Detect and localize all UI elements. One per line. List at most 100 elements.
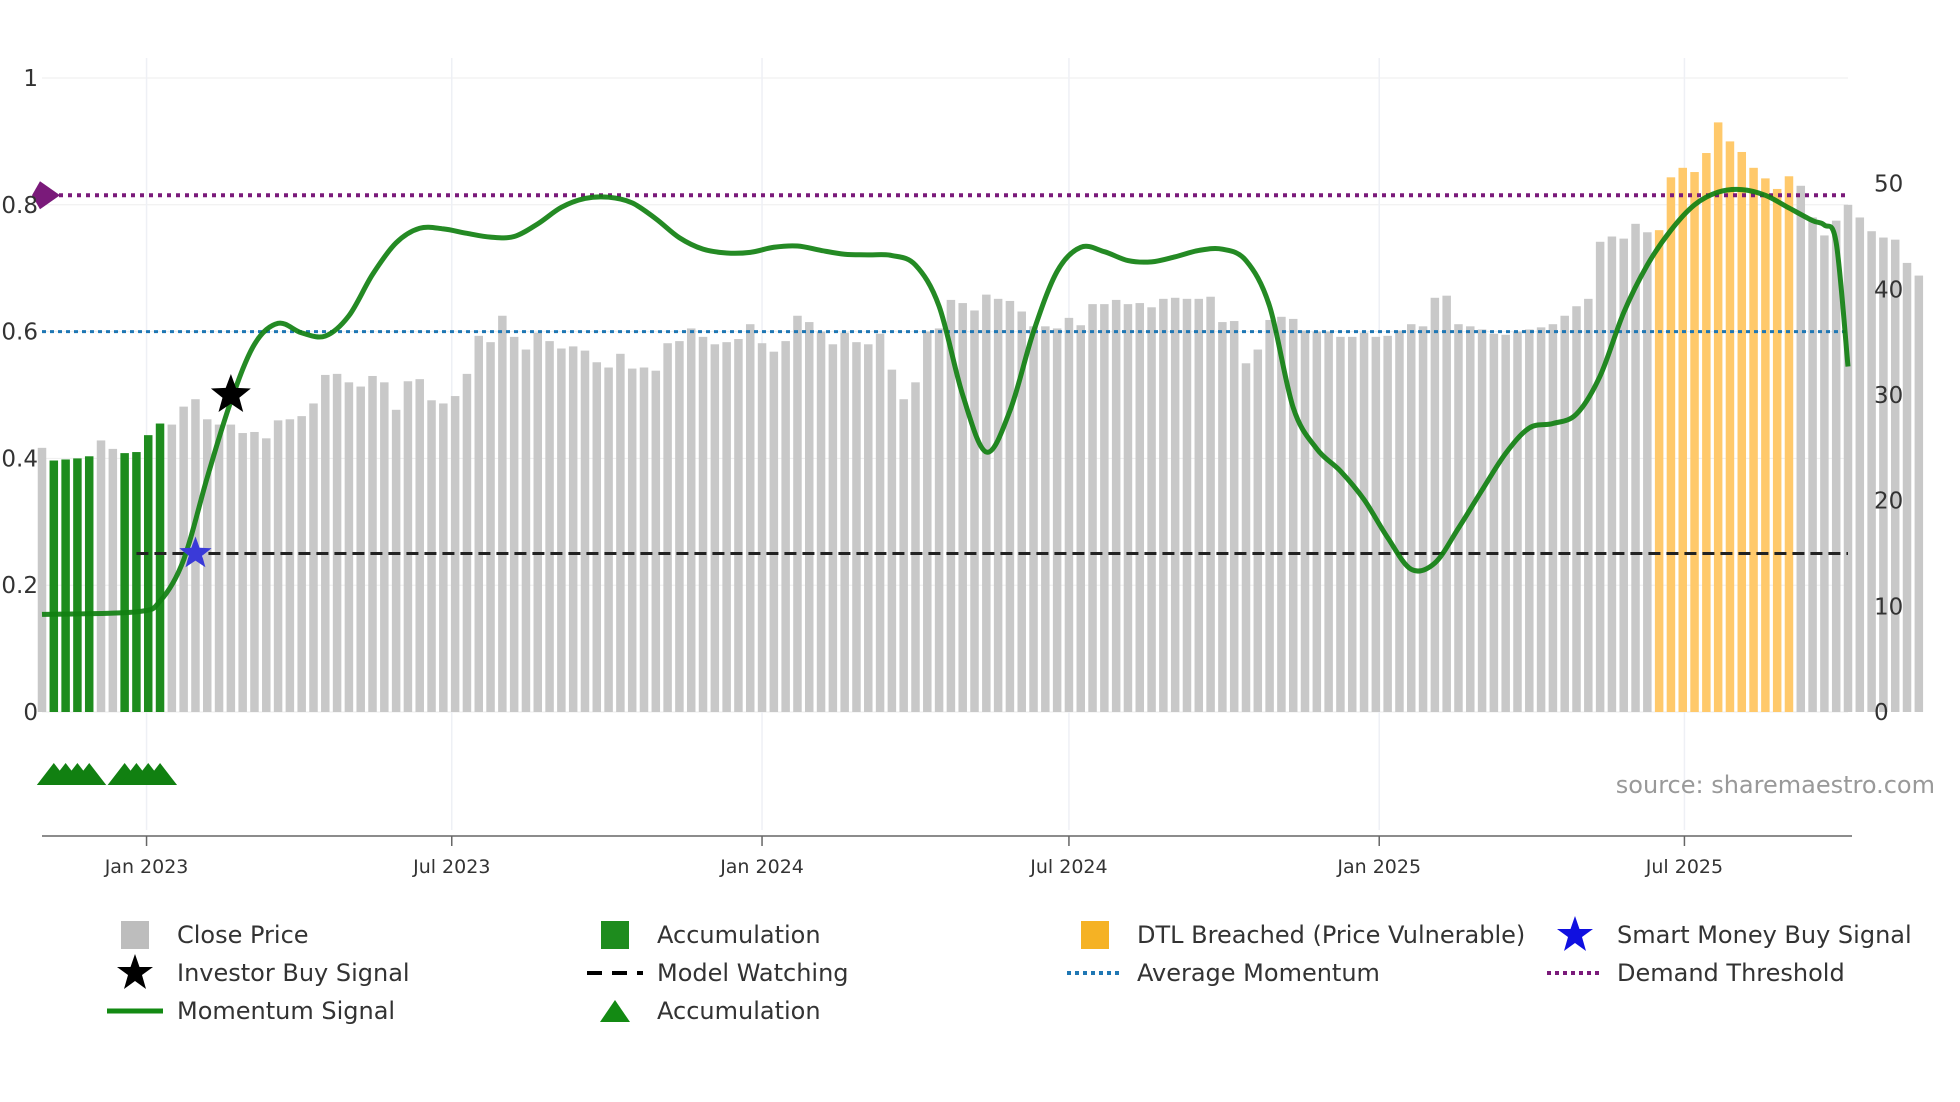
close-price-bar bbox=[332, 373, 342, 712]
close-price-bar bbox=[238, 433, 247, 712]
dtl-breached-bar bbox=[1749, 167, 1758, 713]
close-price-bar bbox=[285, 419, 295, 712]
close-price-bar bbox=[1501, 334, 1510, 712]
legend-item-accumulation-marker[interactable]: Accumulation bbox=[585, 994, 821, 1028]
close-price-bar bbox=[1005, 300, 1015, 712]
legend-item-average-momentum[interactable]: Average Momentum bbox=[1065, 956, 1380, 990]
close-price-bar bbox=[710, 344, 720, 712]
close-price-bar bbox=[214, 424, 224, 712]
legend-item-accumulation-bar[interactable]: Accumulation bbox=[585, 918, 821, 952]
close-price-bar bbox=[1135, 303, 1145, 712]
close-price-bar bbox=[604, 367, 613, 712]
close-price-bar bbox=[651, 370, 661, 712]
left-tick-label: 0 bbox=[23, 700, 38, 726]
square-icon bbox=[105, 918, 165, 952]
accumulation-bar bbox=[132, 452, 141, 712]
momentum-signal-line bbox=[41, 186, 1851, 617]
close-price-bar bbox=[1489, 333, 1499, 712]
close-price-bar bbox=[509, 336, 519, 712]
demand-threshold-marker bbox=[32, 181, 60, 210]
legend-item-investor-buy[interactable]: Investor Buy Signal bbox=[105, 954, 410, 990]
legend-item-dtl-breached[interactable]: DTL Breached (Price Vulnerable) bbox=[1065, 918, 1525, 952]
dtl-breached-bar bbox=[1713, 122, 1723, 712]
accumulation-bar bbox=[61, 459, 70, 712]
accumulation-marker bbox=[72, 763, 107, 785]
close-price-bar bbox=[1371, 336, 1381, 712]
momentum-signal bbox=[41, 186, 1851, 617]
close-price-bar bbox=[273, 420, 283, 712]
close-price-bar bbox=[934, 328, 944, 712]
close-price-bar bbox=[852, 342, 861, 712]
close-price-bar bbox=[568, 346, 578, 712]
legend-item-close-price[interactable]: Close Price bbox=[105, 918, 309, 952]
close-price-bar bbox=[1902, 262, 1912, 712]
x-tick-label: Jul 2023 bbox=[412, 856, 490, 878]
close-price-bar bbox=[545, 341, 554, 712]
x-tick-label: Jul 2025 bbox=[1645, 856, 1723, 878]
smart-money-buy-marker bbox=[179, 536, 212, 568]
dtl-breached-bar bbox=[1725, 141, 1735, 712]
close-price-bar bbox=[1100, 304, 1109, 712]
close-price-bar bbox=[309, 403, 318, 712]
accumulation-bar bbox=[84, 456, 94, 712]
close-price-bar bbox=[203, 419, 212, 712]
close-price-bar bbox=[1241, 363, 1251, 712]
close-price-bar bbox=[698, 336, 708, 712]
right-tick-label: 50 bbox=[1874, 172, 1903, 198]
signal-markers bbox=[36, 374, 251, 785]
legend-item-demand-threshold[interactable]: Demand Threshold bbox=[1545, 956, 1845, 990]
close-price-bar bbox=[1312, 331, 1322, 712]
close-price-bar bbox=[368, 375, 377, 712]
accumulation-bar bbox=[143, 435, 153, 712]
close-price-bar bbox=[1631, 223, 1640, 712]
accumulation-bar bbox=[49, 460, 59, 712]
close-price-bar bbox=[427, 400, 436, 712]
close-price-bar bbox=[616, 353, 625, 712]
close-price-bar bbox=[781, 341, 790, 712]
legend-label: Close Price bbox=[177, 921, 309, 949]
close-price-bar bbox=[722, 342, 731, 712]
right-tick-label: 10 bbox=[1874, 594, 1903, 620]
close-price-bar bbox=[1477, 329, 1487, 712]
source-label: source: sharemaestro.com bbox=[1616, 771, 1935, 799]
close-price-bar bbox=[1347, 336, 1357, 712]
close-price-bar bbox=[1218, 322, 1227, 712]
close-price-bar bbox=[1548, 324, 1558, 712]
close-price-bar bbox=[816, 331, 826, 712]
square-icon bbox=[1065, 918, 1125, 952]
close-price-bar bbox=[1466, 326, 1475, 712]
close-price-bar bbox=[805, 322, 814, 712]
close-price-bar bbox=[993, 298, 1003, 712]
close-price-bar bbox=[1265, 319, 1274, 712]
close-price-bar bbox=[533, 332, 543, 712]
legend: Close Price Accumulation DTL Breached (P… bbox=[95, 916, 1925, 1048]
legend-label: Momentum Signal bbox=[177, 997, 396, 1025]
close-price-bar bbox=[321, 374, 330, 712]
close-price-bar bbox=[828, 344, 838, 712]
dtl-breached-bar bbox=[1654, 230, 1664, 712]
close-price-bar bbox=[356, 386, 365, 712]
close-price-bar bbox=[521, 349, 531, 712]
close-price-bar bbox=[450, 396, 460, 712]
investor-buy-marker bbox=[210, 374, 251, 412]
close-price-bar bbox=[37, 447, 47, 712]
close-price-bar bbox=[380, 382, 389, 712]
accumulation-bar bbox=[73, 458, 82, 712]
left-tick-label: 0.4 bbox=[1, 446, 38, 472]
legend-item-momentum-signal[interactable]: Momentum Signal bbox=[105, 994, 395, 1028]
close-price-bar bbox=[1170, 297, 1180, 712]
close-price-bar bbox=[1808, 217, 1817, 713]
right-tick-label: 0 bbox=[1874, 700, 1889, 726]
legend-item-model-watching[interactable]: Model Watching bbox=[585, 956, 849, 990]
close-price-bar bbox=[1229, 321, 1239, 712]
dtl-breached-bar bbox=[1678, 167, 1687, 713]
left-tick-label: 0.6 bbox=[1, 320, 38, 346]
close-price-bar bbox=[923, 331, 932, 712]
star-icon bbox=[1545, 916, 1605, 952]
close-price-bar bbox=[1064, 317, 1074, 712]
close-price-bar bbox=[474, 335, 483, 712]
legend-item-smart-money[interactable]: Smart Money Buy Signal bbox=[1545, 916, 1912, 952]
close-price-bar bbox=[1277, 316, 1286, 712]
close-price-bar bbox=[675, 341, 684, 712]
